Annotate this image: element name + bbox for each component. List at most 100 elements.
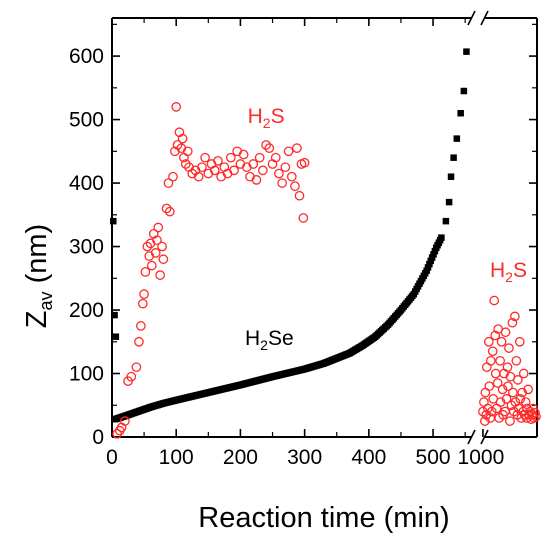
annotations: H2S H2Se H2S (245, 105, 527, 353)
h2s-point (171, 102, 182, 112)
h2se-point (460, 87, 468, 95)
h2s-point (280, 162, 291, 173)
h2s-inset-point (514, 336, 525, 347)
h2se-point (445, 198, 453, 206)
x-axis-title: Reaction time (min) (198, 502, 449, 534)
h2s-point (155, 270, 166, 280)
h2s-point (258, 165, 268, 176)
h2se-point (112, 333, 120, 340)
h2s-inset-point (511, 355, 522, 366)
y-axis-title-main: Z (21, 310, 53, 328)
h2s-inset-point (486, 406, 497, 417)
h2s-inset-point (510, 311, 520, 322)
h2s-point (254, 152, 265, 163)
h2s-inset-point (523, 384, 534, 395)
h2s-inset-point (483, 336, 494, 347)
x-tick-label-inset: 1000 (458, 446, 505, 469)
h2s-point (299, 157, 310, 168)
h2s-point (248, 159, 259, 169)
h2se-point (426, 260, 433, 268)
h2s-point (152, 235, 162, 246)
annotation-subscript: 2 (263, 115, 271, 131)
h2s-point (134, 336, 144, 347)
h2se-point (453, 135, 461, 142)
h2s-point (131, 362, 142, 373)
h2s-inset-point (515, 394, 526, 404)
h2s-point (163, 178, 174, 188)
h2se-point (423, 267, 430, 274)
h2s-point (274, 168, 284, 179)
y-tick-label: 300 (69, 236, 104, 259)
axis-break-top (467, 10, 489, 26)
y-axis-title: Zav (nm) (21, 224, 56, 328)
h2s-point (225, 152, 236, 163)
h2s-point (177, 133, 188, 144)
axis-break-slash (480, 429, 489, 445)
h2s-point (142, 241, 153, 252)
y-axis-title-sub: av (36, 291, 56, 310)
h2s-inset-point (502, 362, 513, 373)
annotation-subscript: 2 (260, 337, 268, 353)
h2s-inset-point (531, 411, 541, 422)
h2s-point (161, 203, 172, 214)
h2s-point (200, 152, 210, 163)
annotation-subscript: 2 (505, 269, 513, 285)
h2s-point (298, 213, 309, 223)
h2s-point (168, 171, 178, 182)
h2s-point (197, 162, 207, 173)
h2s-inset-point (529, 413, 539, 423)
h2se-point (430, 251, 437, 258)
h2s-inset-point (530, 408, 540, 418)
h2s-point (140, 267, 151, 277)
h2s-point (292, 143, 302, 153)
h2s-point (193, 171, 204, 182)
h2s-point (290, 181, 300, 192)
series-annotation: H2S (248, 105, 285, 131)
h2s-inset-point (484, 381, 495, 392)
h2s-point (153, 222, 164, 233)
h2s-point (229, 165, 239, 176)
y-tick-label: 600 (69, 45, 104, 68)
series-annotation: H2S (490, 259, 527, 285)
h2s-inset-point (487, 346, 498, 357)
h2s-inset-point (492, 378, 503, 388)
h2s-point (283, 146, 294, 157)
y-tick-label: 0 (92, 426, 104, 449)
h2s-inset-point (503, 381, 513, 392)
h2s-point (277, 178, 288, 188)
h2s-inset-point (480, 416, 490, 426)
h2s-inset-point (490, 330, 501, 341)
h2s-inset-point (507, 317, 518, 328)
x-tick-label: 300 (287, 446, 322, 469)
y-tick-label: 200 (69, 299, 104, 322)
h2s-point (119, 416, 130, 426)
h2s-point (182, 146, 193, 157)
h2s-point (146, 260, 157, 271)
h2s-inset-point (495, 397, 506, 407)
h2s-point (164, 206, 175, 217)
h2se-point (457, 109, 464, 117)
h2s-inset-point (512, 375, 523, 385)
annotation-main: H (490, 259, 505, 282)
x-tick-label: 400 (351, 446, 386, 469)
h2s-point (157, 241, 167, 252)
h2se-point (110, 217, 117, 225)
annotation-main: H (245, 327, 260, 350)
y-tick-label: 500 (69, 109, 104, 132)
axis-break-bottom (467, 429, 489, 445)
axis-break-slash (480, 10, 489, 26)
h2s-point (286, 171, 297, 182)
series-annotation: H2Se (245, 327, 294, 353)
h2s-inset-point (495, 355, 505, 366)
h2se-point (463, 48, 470, 55)
h2s-inset-point (496, 336, 507, 347)
h2s-point (158, 254, 169, 265)
axis-break-slash (467, 10, 476, 26)
h2s-point (136, 321, 146, 331)
h2s-inset-point (489, 295, 500, 306)
x-tick-label: 0 (106, 446, 118, 469)
h2s-inset-point (520, 397, 531, 407)
h2s-inset-point (500, 327, 511, 338)
h2s-inset-point (508, 387, 518, 398)
